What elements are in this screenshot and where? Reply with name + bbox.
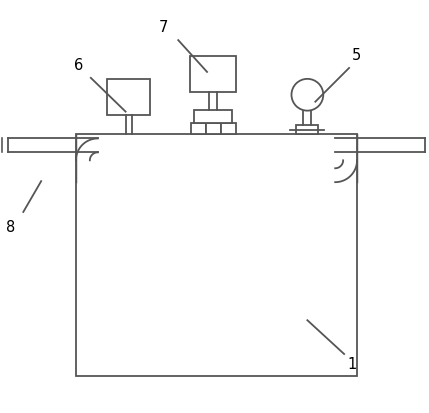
Text: 8: 8: [6, 219, 15, 234]
Bar: [206, 123, 221, 135]
Bar: [296, 125, 318, 135]
Bar: [194, 110, 232, 123]
Bar: [221, 123, 236, 135]
Text: 5: 5: [352, 48, 361, 63]
Text: 7: 7: [159, 20, 168, 35]
Text: 6: 6: [74, 58, 83, 73]
Bar: [191, 123, 206, 135]
Bar: [76, 135, 357, 376]
Text: 1: 1: [347, 356, 356, 371]
Bar: [190, 57, 236, 93]
Bar: [107, 80, 151, 115]
